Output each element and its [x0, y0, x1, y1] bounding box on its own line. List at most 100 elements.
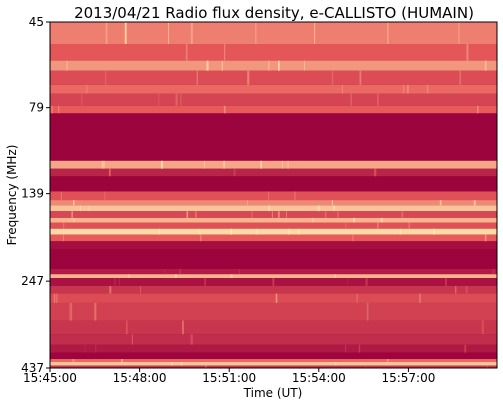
x-tick-label: 15:54:00	[292, 371, 346, 385]
spectrogram-streak	[62, 222, 65, 229]
frequency-band	[50, 365, 497, 368]
spectrogram-streak	[103, 160, 105, 169]
spectrogram-streak	[229, 228, 231, 235]
spectrogram-streak	[190, 22, 193, 45]
spectrogram-streak	[345, 344, 347, 353]
frequency-band	[50, 113, 497, 161]
spectrogram-streak	[350, 93, 352, 106]
spectrogram-streak	[164, 268, 166, 275]
spectrogram-streak	[325, 211, 327, 218]
spectrogram-streak	[403, 84, 405, 94]
spectrogram-streak	[399, 228, 402, 235]
frequency-band	[50, 211, 497, 218]
time-streaks	[51, 22, 495, 368]
spectrogram-streak	[455, 286, 457, 294]
y-axis: 45 79 139 247 437	[21, 15, 50, 375]
spectrogram-streak	[221, 60, 223, 71]
spectrogram-streak	[73, 217, 75, 223]
spectrogram-streak	[377, 222, 379, 229]
x-axis: 15:45:00 15:48:00 15:51:00 15:54:00 15:57:00	[23, 368, 435, 385]
spectrogram-streak	[203, 160, 205, 169]
spectrogram-streak	[114, 278, 116, 287]
spectrogram-streak	[484, 60, 487, 71]
spectrogram-streak	[288, 228, 291, 235]
spectrogram-streak	[200, 234, 202, 242]
spectrogram-streak	[465, 286, 468, 294]
spectrogram-streak	[224, 44, 226, 61]
spectrogram-streak	[233, 168, 236, 177]
spectrogram-streak	[459, 70, 462, 85]
spectrogram-streak	[268, 191, 270, 201]
spectrogram-streak	[94, 302, 97, 321]
spectrogram-streak	[230, 274, 233, 279]
spectrogram-streak	[86, 84, 88, 94]
spectrogram-streak	[247, 70, 250, 85]
frequency-band	[50, 222, 497, 229]
spectrogram-streak	[55, 293, 58, 303]
frequency-band	[50, 241, 497, 250]
spectrogram-streak	[380, 217, 382, 223]
plot-area	[49, 21, 498, 369]
frequency-band	[50, 105, 497, 114]
frequency-band	[50, 70, 497, 85]
spectrogram-streak	[365, 278, 368, 287]
frequency-band	[50, 320, 497, 335]
spectrogram-streak	[331, 200, 333, 206]
spectrogram-streak	[268, 205, 270, 212]
spectrogram-streak	[104, 191, 106, 201]
y-tick-label: 247	[21, 274, 44, 288]
spectrogram-streak	[477, 105, 479, 114]
spectrogram-streak	[84, 344, 86, 353]
spectrogram-streak	[195, 211, 197, 218]
spectrogram-streak	[174, 274, 177, 279]
y-tick-label: 437	[21, 361, 44, 375]
spectrogram-streak	[407, 84, 409, 94]
spectrogram-streak	[121, 359, 123, 362]
spectrogram-streak	[223, 105, 226, 114]
spectrogram-streak	[71, 211, 73, 218]
spectrogram-streak	[105, 22, 108, 45]
spectrogram-streak	[365, 365, 367, 368]
frequency-band	[50, 228, 497, 235]
frequency-band	[50, 361, 497, 366]
spectrogram-streak	[255, 228, 258, 235]
spectrogram-streak	[314, 22, 316, 45]
spectrogram-streak	[294, 191, 296, 201]
frequency-band	[50, 274, 497, 279]
frequency-band	[50, 168, 497, 177]
spectrogram-streak	[366, 302, 369, 321]
spectrogram-streak	[247, 200, 248, 206]
spectrogram-streak	[377, 93, 379, 106]
spectrogram-streak	[358, 344, 361, 353]
spectrogram-streak	[356, 293, 358, 303]
spectrogram-streak	[205, 365, 207, 368]
spectrogram-streak	[198, 228, 201, 235]
frequency-band	[50, 268, 497, 275]
spectrogram-streak	[408, 222, 410, 229]
chart-title: 2013/04/21 Radio flux density, e-CALLIST…	[74, 4, 474, 22]
spectrogram-streak	[272, 278, 275, 287]
spectrogram-streak	[105, 70, 107, 85]
spectrogram-streak	[182, 320, 184, 335]
spectrogram-streak	[108, 168, 111, 177]
spectrogram-streak	[88, 205, 90, 212]
spectrogram-streak	[204, 278, 206, 287]
y-tick-label: 139	[21, 187, 44, 201]
spectrogram-streak	[160, 160, 163, 169]
frequency-bands	[50, 22, 497, 368]
spectrogram-streak	[81, 93, 83, 106]
frequency-band	[50, 334, 497, 345]
spectrogram-streak	[180, 93, 182, 106]
spectrogram-streak	[464, 344, 467, 353]
frequency-band	[50, 60, 497, 71]
spectrogram-streak	[238, 268, 240, 275]
frequency-band	[50, 344, 497, 353]
frequency-band	[50, 205, 497, 212]
spectrogram-streak	[196, 70, 198, 85]
spectrogram-streak	[286, 211, 287, 218]
frequency-band	[50, 191, 497, 201]
frequency-band	[50, 176, 497, 192]
spectrogram-streak	[432, 228, 435, 235]
spectrogram-streak	[317, 205, 320, 212]
